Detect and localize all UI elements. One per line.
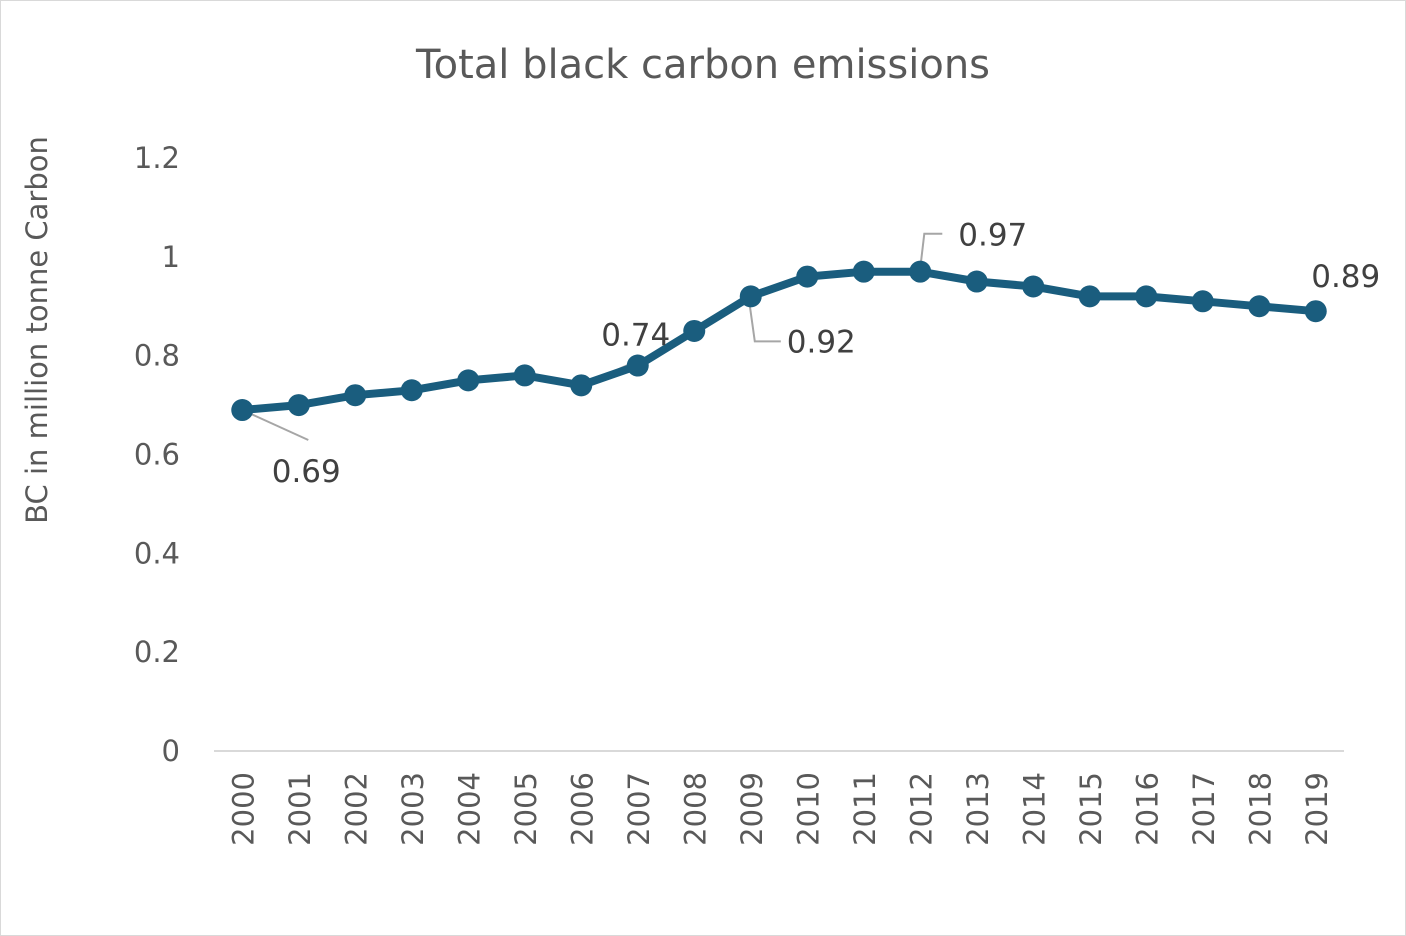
data-point: [965, 270, 988, 293]
x-tick-label: 2004: [452, 772, 486, 846]
y-tick-label: 0.6: [134, 438, 180, 472]
data-point: [683, 319, 706, 342]
x-tick-label: 2015: [1074, 772, 1108, 846]
x-tick-label: 2002: [339, 772, 373, 846]
x-tick-label: 2010: [791, 772, 825, 846]
data-point: [909, 260, 932, 283]
data-point: [513, 364, 536, 387]
data-label: 0.97: [958, 218, 1027, 254]
x-tick-label: 2005: [509, 772, 543, 846]
x-tick-label: 2014: [1017, 772, 1051, 846]
data-point: [1078, 285, 1101, 308]
data-point: [796, 265, 819, 288]
data-point: [852, 260, 875, 283]
x-tick-label: 2011: [848, 772, 882, 846]
y-tick-label: 1.2: [134, 141, 180, 175]
y-axis-ticks: 0 0.2 0.4 0.6 0.8 1 1.2: [134, 141, 180, 768]
x-tick-label: 2019: [1300, 772, 1334, 846]
y-tick-label: 0.2: [134, 635, 180, 669]
data-labels: 0.69 0.74 0.92 0.97 0.89: [272, 218, 1381, 490]
data-point: [626, 354, 649, 377]
data-point: [1248, 295, 1271, 318]
data-point: [344, 384, 367, 407]
data-point: [739, 285, 762, 308]
data-label: 0.92: [787, 324, 856, 360]
x-tick-label: 2017: [1187, 772, 1221, 846]
y-tick-label: 0: [162, 734, 180, 768]
data-point: [231, 399, 254, 422]
data-label: 0.74: [601, 318, 670, 354]
data-label: 0.69: [272, 454, 341, 490]
data-point: [1191, 290, 1214, 313]
data-point: [1304, 300, 1327, 323]
y-tick-label: 0.8: [134, 339, 180, 373]
data-point: [457, 369, 480, 392]
x-tick-label: 2016: [1130, 772, 1164, 846]
x-tick-label: 2008: [678, 772, 712, 846]
x-tick-label: 2000: [226, 772, 260, 846]
x-tick-label: 2007: [622, 772, 656, 846]
series-points: [231, 260, 1327, 422]
x-tick-label: 2009: [735, 772, 769, 846]
data-point: [400, 379, 423, 402]
x-tick-label: 2001: [283, 772, 317, 846]
x-tick-label: 2003: [396, 772, 430, 846]
data-point: [1022, 275, 1045, 298]
x-tick-label: 2013: [961, 772, 995, 846]
x-axis-ticks: 2000 2001 2002 2003 2004 2005 2006 2007 2008 2009…: [226, 772, 1334, 846]
y-tick-label: 0.4: [134, 536, 180, 570]
x-tick-label: 2018: [1243, 772, 1277, 846]
data-point: [1135, 285, 1158, 308]
data-point: [570, 374, 593, 397]
y-tick-label: 1: [162, 240, 180, 274]
y-axis-label: BC in million tonne Carbon: [20, 136, 54, 524]
chart-title: Total black carbon emissions: [415, 42, 990, 88]
data-label-leader: [747, 298, 781, 343]
data-point: [287, 394, 310, 417]
x-tick-label: 2012: [904, 772, 938, 846]
data-label-leader: [241, 409, 309, 441]
data-label: 0.89: [1311, 259, 1380, 295]
data-label-leader: [919, 232, 943, 268]
x-tick-label: 2006: [565, 772, 599, 846]
